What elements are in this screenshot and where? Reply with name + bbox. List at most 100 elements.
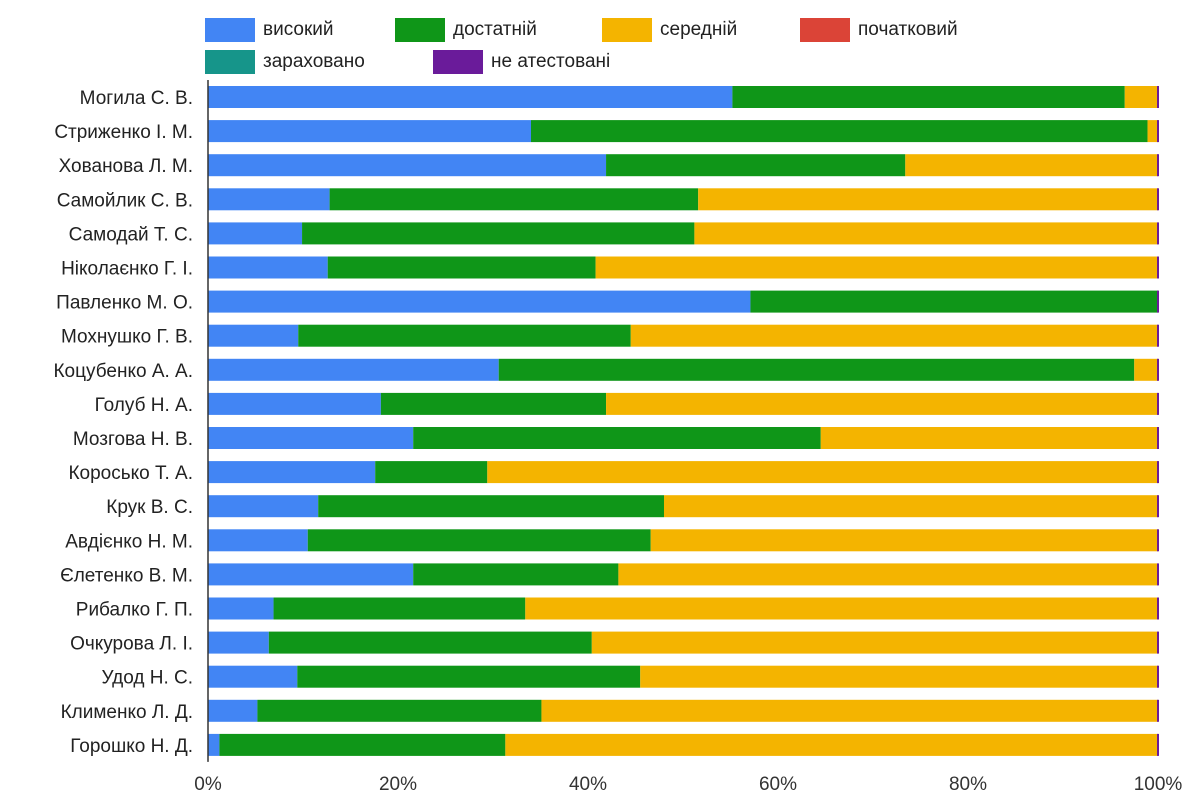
bar-segment [208,392,381,415]
bar-end-marker [1157,597,1159,620]
bar-segment [541,699,1158,722]
bar-segment [606,392,1158,415]
category-label: Горошко Н. Д. [70,736,193,757]
bar-segment [302,222,695,245]
bar-segment [268,631,592,654]
legend-label: середній [660,19,737,40]
bar-end-marker [1157,324,1159,347]
bar-end-marker [1157,699,1159,722]
bar-segment [208,529,308,552]
bar-segment [905,154,1158,177]
bar-end-marker [1157,461,1159,484]
bar-end-marker [1157,222,1159,245]
x-tick-label: 40% [569,774,607,795]
bar-end-marker [1157,631,1159,654]
legend-label: не атестовані [491,51,610,72]
bar-row [208,631,1159,654]
bar-segment [208,120,531,143]
bar-segment [208,597,274,620]
legend: високий достатній середній початковий зарахо… [205,18,958,74]
bar-segment [298,324,631,347]
bar-segment [208,563,414,586]
category-label: Коросько Т. А. [68,463,193,484]
bar-segment [750,290,1158,313]
bar-end-marker [1157,392,1159,415]
bar-segment [208,222,303,245]
legend-swatch [800,18,850,42]
bar-end-marker [1157,529,1159,552]
bar-row [208,597,1159,620]
legend-swatch [433,50,483,74]
bar-segment [318,495,664,518]
category-label: Павленко М. О. [56,293,193,314]
legend-label: достатній [453,19,537,40]
bar-row [208,563,1159,586]
bar-end-marker [1157,495,1159,518]
bar-row [208,529,1159,552]
bar-row [208,358,1159,381]
bar-row [208,665,1159,688]
category-label: Ніколаєнко Г. І. [61,259,193,280]
bar-end-marker [1157,665,1159,688]
category-label: Коцубенко А. А. [53,361,193,382]
bar-segment [413,427,821,449]
bar-row [208,699,1159,722]
bar-row [208,120,1159,143]
bar-row [208,324,1159,347]
legend-swatch [602,18,652,42]
bar-segment [208,699,258,722]
bar-segment [208,290,751,313]
bar-segment [664,495,1158,518]
bar-segment [327,256,596,279]
category-label: Мохнушко Г. В. [61,327,193,348]
legend-label: високий [263,19,334,40]
plot-area [208,86,1159,756]
bar-row [208,222,1159,245]
bar-segment [640,665,1158,688]
bar-row [208,290,1159,313]
bar-segment [329,188,699,211]
bar-segment [208,631,269,654]
bar-segment [208,495,319,518]
bar-end-marker [1157,733,1159,756]
bar-row [208,188,1159,211]
legend-label: зараховано [263,51,365,72]
bar-segment [487,461,1158,484]
bar-end-marker [1157,290,1159,313]
bar-row [208,256,1159,279]
legend-label: початковий [858,19,958,40]
bar-row [208,154,1159,177]
bar-segment [618,563,1158,586]
bar-segment [297,665,641,688]
bar-segment [208,358,499,381]
bar-end-marker [1157,563,1159,586]
category-label: Мозгова Н. В. [73,429,193,450]
bar-segment [591,631,1158,654]
bar-segment [694,222,1158,245]
x-tick-label: 80% [949,774,987,795]
bar-segment [208,427,414,449]
bar-row [208,392,1159,415]
bar-segment [208,188,330,211]
legend-swatch [395,18,445,42]
x-tick-label: 0% [194,774,222,795]
bar-segment [732,86,1125,108]
bar-end-marker [1157,154,1159,177]
bar-segment [606,154,906,177]
x-tick-label: 100% [1134,774,1183,795]
bar-end-marker [1157,358,1159,381]
bar-segment [375,461,488,484]
category-label: Рибалко Г. П. [76,600,193,621]
bar-segment [208,324,299,347]
bar-row [208,427,1159,449]
category-label: Самодай Т. С. [69,224,193,245]
category-label: Могила С. В. [80,88,193,109]
bar-segment [208,256,328,279]
bar-segment [698,188,1158,211]
y-axis: Могила С. В. Стриженко І. М. Хованова Л. М… [53,88,193,757]
bar-segment [273,597,526,620]
category-label: Удод Н. С. [102,668,193,689]
legend-swatch [205,50,255,74]
